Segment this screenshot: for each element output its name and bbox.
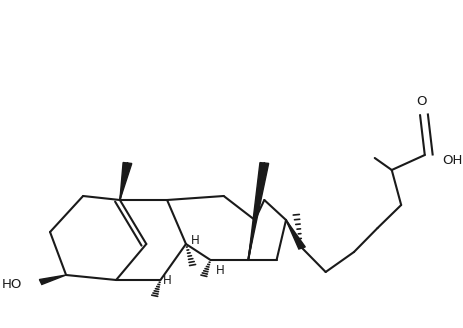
Text: H: H xyxy=(215,263,224,277)
Polygon shape xyxy=(119,162,131,200)
Text: OH: OH xyxy=(441,154,461,167)
Polygon shape xyxy=(39,275,66,284)
Text: HO: HO xyxy=(1,278,22,292)
Text: O: O xyxy=(416,95,426,108)
Polygon shape xyxy=(285,220,305,249)
Text: H: H xyxy=(163,274,171,286)
Text: H: H xyxy=(191,234,200,247)
Polygon shape xyxy=(248,163,268,260)
